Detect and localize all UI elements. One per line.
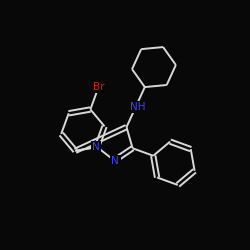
- Text: NH: NH: [129, 102, 146, 112]
- Text: N: N: [92, 142, 100, 152]
- Text: NH: NH: [130, 102, 146, 112]
- Text: N: N: [111, 156, 120, 166]
- Text: Br: Br: [93, 82, 104, 92]
- Text: N: N: [112, 156, 119, 166]
- Text: N: N: [92, 142, 100, 152]
- Text: Br: Br: [92, 82, 105, 92]
